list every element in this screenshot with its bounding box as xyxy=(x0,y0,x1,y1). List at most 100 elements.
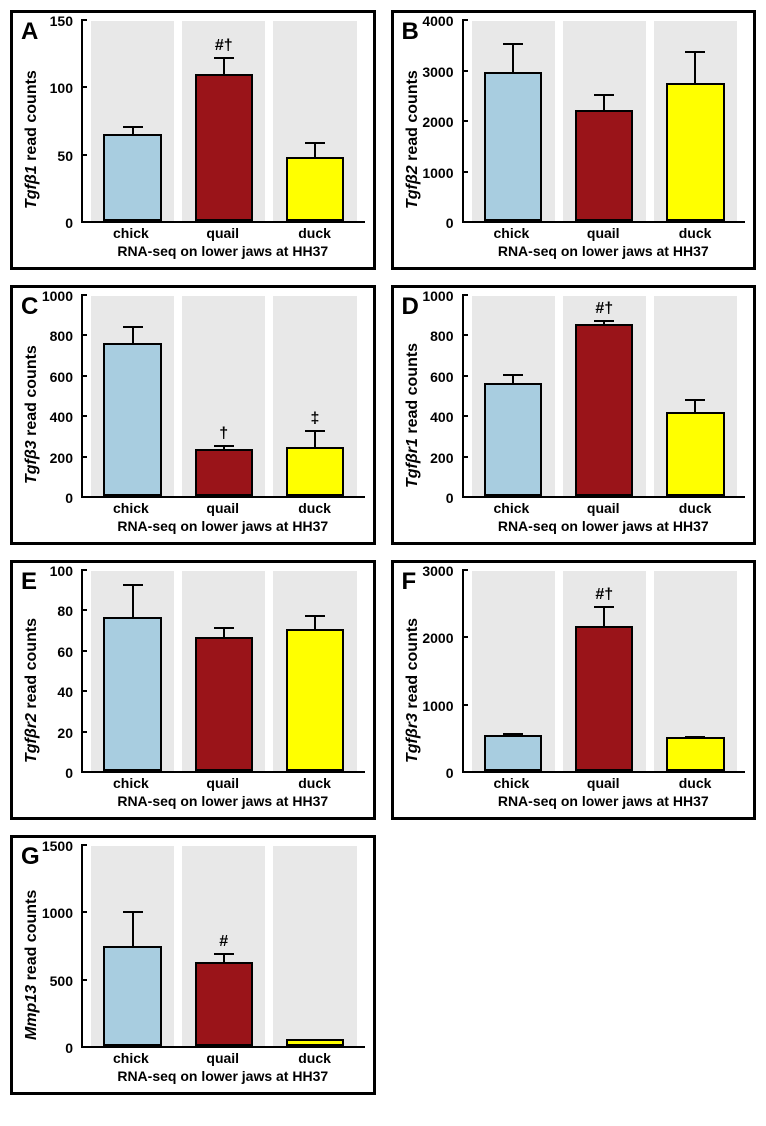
error-bar xyxy=(512,733,514,737)
error-bar xyxy=(694,736,696,739)
x-tick: duck xyxy=(269,775,361,791)
bar-group-quail: † xyxy=(182,296,265,496)
y-tick: 400 xyxy=(430,409,453,425)
y-tick: 4000 xyxy=(422,13,453,29)
bar-group-chick xyxy=(91,571,174,771)
bar-group-duck: ‡ xyxy=(273,296,356,496)
plot-area: #† xyxy=(81,21,365,223)
bar-group-quail xyxy=(563,21,646,221)
bar-group-quail xyxy=(182,571,265,771)
y-tick: 0 xyxy=(446,490,454,506)
x-ticks: chickquailduck xyxy=(81,773,365,791)
x-tick: quail xyxy=(557,775,649,791)
bar-group-duck xyxy=(273,21,356,221)
y-tick: 1000 xyxy=(422,288,453,304)
x-tick: chick xyxy=(466,775,558,791)
bar-group-chick xyxy=(91,21,174,221)
y-axis-label: Tgfβr2 read counts xyxy=(21,571,41,809)
y-tick: 800 xyxy=(430,328,453,344)
bar-duck: ‡ xyxy=(286,447,344,496)
bar-group-chick xyxy=(91,296,174,496)
y-tick: 80 xyxy=(57,603,73,619)
x-tick: chick xyxy=(466,225,558,241)
y-axis-label: Tgfβ3 read counts xyxy=(21,296,41,534)
y-tick: 200 xyxy=(50,450,73,466)
y-tick: 500 xyxy=(50,973,73,989)
y-tick: 50 xyxy=(57,148,73,164)
bar-group-quail: #† xyxy=(563,296,646,496)
x-ticks: chickquailduck xyxy=(462,223,746,241)
y-tick: 20 xyxy=(57,725,73,741)
y-axis-label: Mmp13 read counts xyxy=(21,846,41,1084)
error-bar xyxy=(603,320,605,326)
error-bar xyxy=(314,142,316,160)
significance-mark: ‡ xyxy=(310,410,319,428)
error-bar xyxy=(694,51,696,85)
bar-quail xyxy=(575,110,633,222)
y-tick: 0 xyxy=(65,1040,73,1056)
y-tick: 1000 xyxy=(422,698,453,714)
y-tick: 0 xyxy=(65,490,73,506)
error-bar xyxy=(132,126,134,136)
y-tick: 2000 xyxy=(422,114,453,130)
significance-mark: † xyxy=(219,425,228,443)
x-axis-label: RNA-seq on lower jaws at HH37 xyxy=(81,1066,365,1084)
bar-group-chick xyxy=(472,21,555,221)
panel-B: BTgfβ2 read counts40003000200010000chick… xyxy=(391,10,757,270)
bar-duck xyxy=(666,412,724,496)
y-tick: 3000 xyxy=(422,563,453,579)
x-ticks: chickquailduck xyxy=(81,223,365,241)
x-tick: duck xyxy=(649,500,741,516)
bar-duck xyxy=(286,157,344,221)
error-bar xyxy=(694,399,696,414)
x-ticks: chickquailduck xyxy=(462,498,746,516)
bar-group-duck xyxy=(654,571,737,771)
y-tick: 200 xyxy=(430,450,453,466)
error-bar xyxy=(223,627,225,639)
y-tick: 2000 xyxy=(422,630,453,646)
y-tick: 100 xyxy=(50,563,73,579)
bar-quail: #† xyxy=(575,626,633,771)
y-tick: 1000 xyxy=(422,165,453,181)
y-tick: 0 xyxy=(65,215,73,231)
x-tick: chick xyxy=(466,500,558,516)
error-bar xyxy=(512,374,514,385)
significance-mark: #† xyxy=(215,37,233,55)
y-tick: 150 xyxy=(50,13,73,29)
x-tick: duck xyxy=(269,225,361,241)
error-bar xyxy=(132,911,134,948)
bar-duck xyxy=(666,83,724,221)
y-tick: 1000 xyxy=(42,905,73,921)
x-tick: quail xyxy=(557,225,649,241)
x-tick: chick xyxy=(85,225,177,241)
y-tick: 100 xyxy=(50,80,73,96)
x-axis-label: RNA-seq on lower jaws at HH37 xyxy=(81,791,365,809)
bar-chick xyxy=(103,343,161,496)
error-bar xyxy=(603,94,605,112)
x-axis-label: RNA-seq on lower jaws at HH37 xyxy=(81,241,365,259)
bar-duck xyxy=(286,1039,344,1046)
panel-D: DTgfβr1 read counts10008006004002000#†ch… xyxy=(391,285,757,545)
y-tick: 600 xyxy=(430,369,453,385)
error-bar xyxy=(132,584,134,619)
y-tick: 0 xyxy=(446,765,454,781)
bar-chick xyxy=(103,134,161,221)
error-bar xyxy=(314,430,316,449)
bar-group-chick xyxy=(91,846,174,1046)
error-bar xyxy=(314,1039,316,1040)
bar-group-quail: # xyxy=(182,846,265,1046)
x-tick: quail xyxy=(557,500,649,516)
x-axis-label: RNA-seq on lower jaws at HH37 xyxy=(462,516,746,534)
x-tick: duck xyxy=(649,225,741,241)
y-tick: 40 xyxy=(57,684,73,700)
y-axis-label: Tgfβr1 read counts xyxy=(402,296,422,534)
x-axis-label: RNA-seq on lower jaws at HH37 xyxy=(81,516,365,534)
x-tick: quail xyxy=(177,225,269,241)
x-ticks: chickquailduck xyxy=(81,1048,365,1066)
x-tick: chick xyxy=(85,775,177,791)
plot-area: #† xyxy=(462,296,746,498)
bar-chick xyxy=(484,383,542,496)
y-tick: 60 xyxy=(57,644,73,660)
plot-area: #† xyxy=(462,571,746,773)
x-tick: quail xyxy=(177,500,269,516)
